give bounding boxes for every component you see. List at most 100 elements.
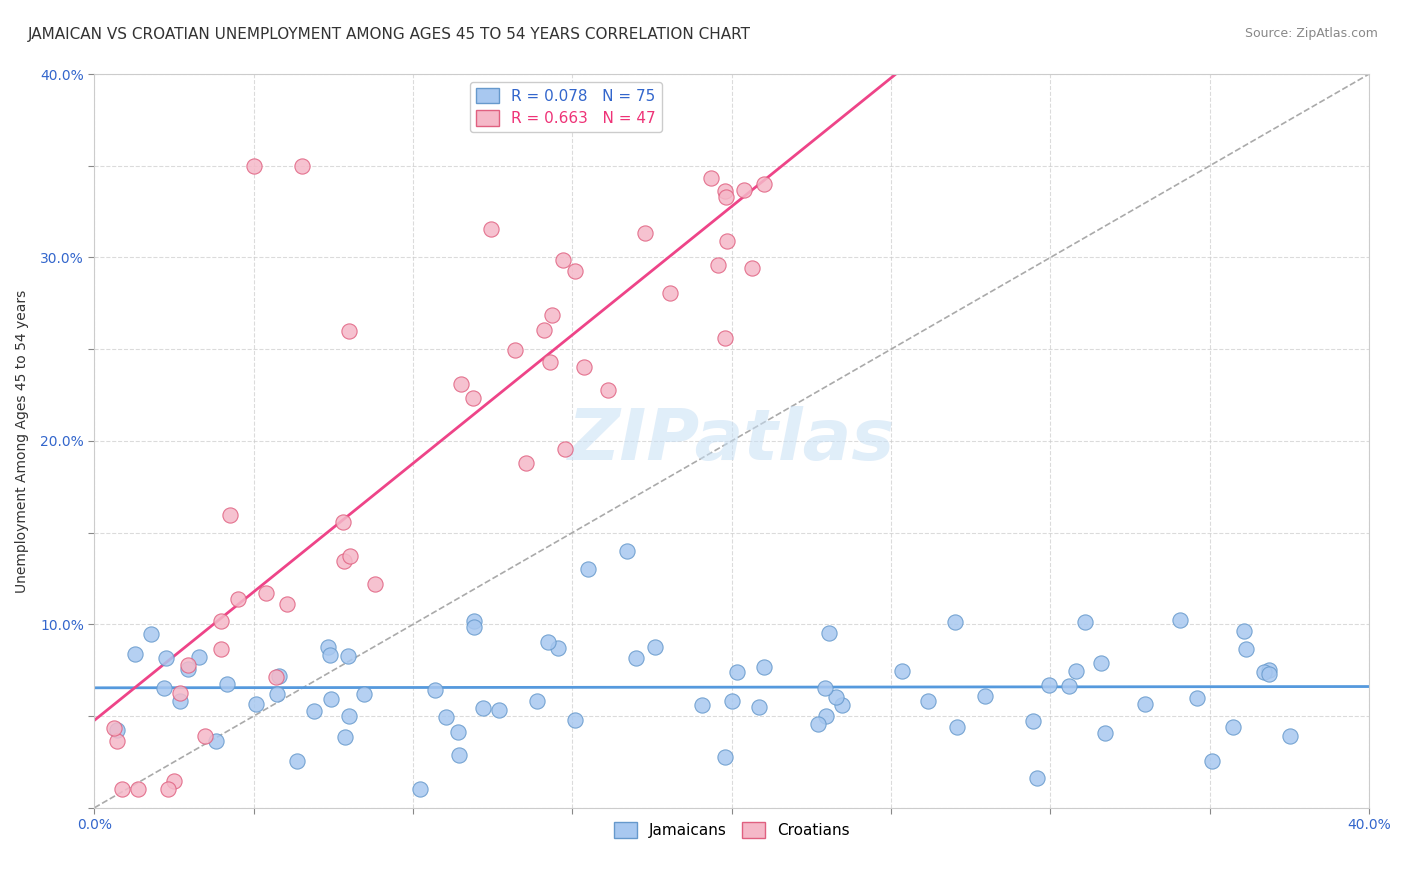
Jamaicans: [644, 640, 666, 655]
Croatians: [714, 331, 737, 345]
Croatians: [254, 586, 277, 600]
Croatians: [364, 577, 387, 591]
Croatians: [332, 515, 354, 529]
Jamaicans: [434, 709, 457, 723]
Jamaicans: [155, 651, 177, 665]
Jamaicans: [1090, 657, 1112, 671]
Jamaicans: [141, 627, 163, 641]
Jamaicans: [945, 721, 967, 735]
Jamaicans: [447, 725, 470, 739]
Croatians: [596, 383, 619, 397]
Croatians: [634, 226, 657, 240]
Jamaicans: [1094, 725, 1116, 739]
Croatians: [659, 286, 682, 301]
Jamaicans: [891, 664, 914, 678]
Croatians: [700, 170, 723, 185]
Croatians: [515, 457, 537, 471]
Y-axis label: Unemployment Among Ages 45 to 54 years: Unemployment Among Ages 45 to 54 years: [15, 289, 30, 592]
Jamaicans: [727, 665, 749, 680]
Croatians: [105, 733, 128, 747]
Jamaicans: [576, 562, 599, 576]
Croatians: [538, 355, 561, 369]
Jamaicans: [245, 697, 267, 711]
Croatians: [716, 234, 738, 248]
Jamaicans: [169, 693, 191, 707]
Jamaicans: [817, 626, 839, 640]
Croatians: [450, 376, 472, 391]
Croatians: [479, 222, 502, 236]
Croatians: [551, 253, 574, 268]
Croatians: [156, 782, 179, 797]
Croatians: [533, 323, 555, 337]
Jamaicans: [1066, 664, 1088, 678]
Jamaicans: [1233, 624, 1256, 638]
Legend: Jamaicans, Croatians: Jamaicans, Croatians: [607, 816, 856, 844]
Jamaicans: [1258, 663, 1281, 677]
Jamaicans: [564, 713, 586, 727]
Jamaicans: [337, 708, 360, 723]
Jamaicans: [333, 730, 356, 744]
Croatians: [339, 549, 361, 563]
Jamaicans: [814, 681, 837, 695]
Jamaicans: [1236, 642, 1258, 657]
Jamaicans: [943, 615, 966, 629]
Croatians: [209, 614, 232, 628]
Jamaicans: [814, 709, 837, 723]
Jamaicans: [408, 782, 430, 797]
Text: Source: ZipAtlas.com: Source: ZipAtlas.com: [1244, 27, 1378, 40]
Jamaicans: [974, 689, 997, 703]
Croatians: [127, 782, 149, 797]
Jamaicans: [449, 748, 471, 763]
Jamaicans: [463, 615, 485, 629]
Croatians: [714, 190, 737, 204]
Jamaicans: [917, 694, 939, 708]
Croatians: [564, 264, 586, 278]
Croatians: [337, 324, 360, 338]
Jamaicans: [825, 690, 848, 704]
Jamaicans: [1025, 772, 1047, 786]
Croatians: [541, 309, 564, 323]
Jamaicans: [1278, 730, 1301, 744]
Jamaicans: [153, 681, 176, 695]
Croatians: [218, 508, 240, 522]
Jamaicans: [188, 650, 211, 665]
Jamaicans: [690, 698, 713, 713]
Jamaicans: [1074, 615, 1097, 629]
Croatians: [111, 782, 134, 797]
Jamaicans: [353, 687, 375, 701]
Croatians: [463, 391, 485, 405]
Jamaicans: [488, 703, 510, 717]
Croatians: [226, 591, 249, 606]
Croatians: [290, 159, 312, 173]
Jamaicans: [748, 700, 770, 714]
Jamaicans: [1185, 690, 1208, 705]
Jamaicans: [1258, 667, 1281, 681]
Jamaicans: [526, 694, 548, 708]
Jamaicans: [177, 662, 200, 676]
Jamaicans: [266, 687, 288, 701]
Jamaicans: [1168, 613, 1191, 627]
Jamaicans: [318, 648, 340, 662]
Croatians: [276, 597, 298, 611]
Jamaicans: [321, 691, 343, 706]
Croatians: [103, 721, 125, 735]
Jamaicans: [616, 544, 638, 558]
Jamaicans: [831, 698, 853, 713]
Jamaicans: [205, 734, 228, 748]
Croatians: [741, 261, 763, 276]
Croatians: [554, 442, 576, 456]
Croatians: [163, 773, 186, 788]
Jamaicans: [714, 749, 737, 764]
Jamaicans: [124, 648, 146, 662]
Jamaicans: [336, 648, 359, 663]
Croatians: [177, 658, 200, 673]
Croatians: [264, 670, 287, 684]
Croatians: [193, 729, 215, 743]
Jamaicans: [626, 651, 648, 665]
Jamaicans: [105, 723, 128, 737]
Jamaicans: [215, 677, 238, 691]
Text: ZIPatlas: ZIPatlas: [568, 407, 896, 475]
Croatians: [752, 177, 775, 191]
Jamaicans: [537, 634, 560, 648]
Jamaicans: [547, 641, 569, 656]
